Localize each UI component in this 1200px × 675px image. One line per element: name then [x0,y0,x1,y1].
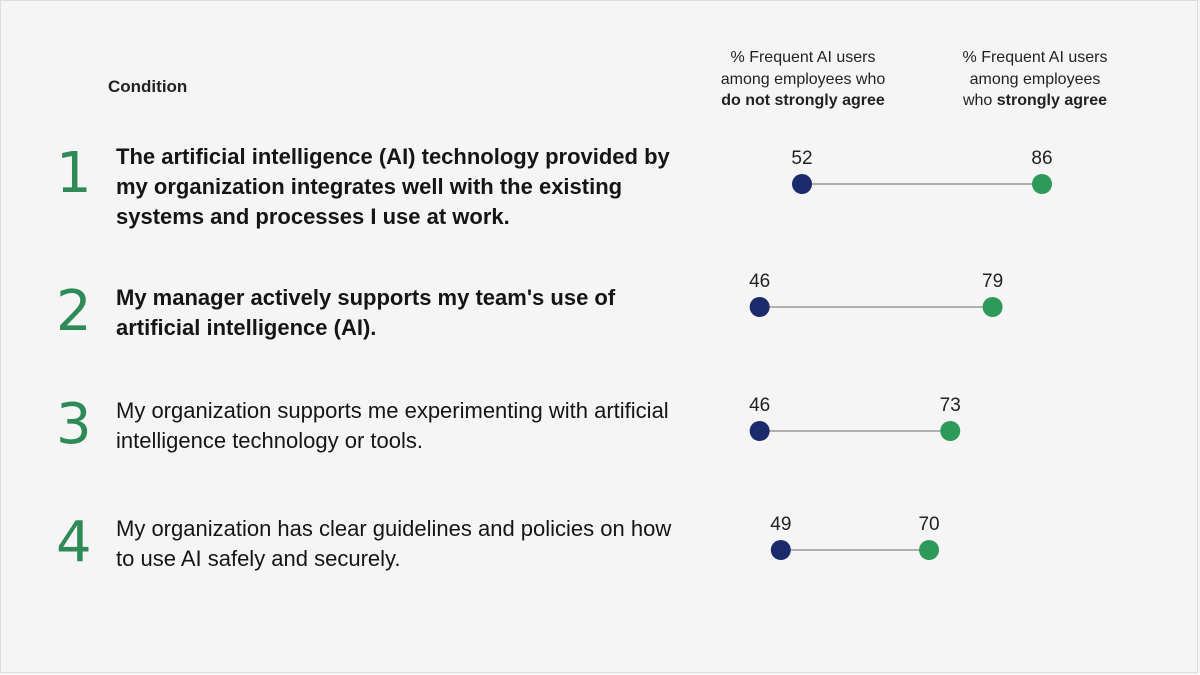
value-label-not-strongly-agree-3: 46 [749,395,770,416]
row-number-4: 4 [56,510,92,575]
value-label-strongly-agree-4: 70 [918,514,939,535]
value-label-strongly-agree-2: 79 [982,271,1003,292]
row-statement-1: The artificial intelligence (AI) technol… [116,144,670,229]
row-number-1: 1 [56,141,92,206]
point-strongly-agree-2 [982,297,1003,317]
column-header-line: among employees [969,70,1101,88]
row-statement-3: My organization supports me experimentin… [116,398,669,453]
point-not-strongly-agree-3 [749,421,770,441]
column-header-strongly-agree: % Frequent AI users among employees who … [930,47,1140,112]
value-label-not-strongly-agree-4: 49 [770,514,791,535]
row-statement-4: My organization has clear guidelines and… [116,516,672,571]
point-not-strongly-agree-2 [749,297,770,317]
value-label-not-strongly-agree-1: 52 [791,148,812,169]
column-header-line: % Frequent AI users [730,49,876,66]
value-label-strongly-agree-3: 73 [940,395,961,416]
column-header-emphasis: strongly agree [996,92,1108,109]
point-strongly-agree-1 [1032,174,1052,194]
row-number-2: 2 [56,279,92,344]
condition-header: Condition [108,77,188,96]
value-label-not-strongly-agree-2: 46 [749,271,770,292]
value-label-strongly-agree-1: 86 [1031,148,1052,169]
row-number-3: 3 [56,392,92,457]
row-statement-2: My manager actively supports my team's u… [116,285,616,340]
point-strongly-agree-3 [940,421,961,441]
column-header-line: among employees who [720,70,886,88]
column-header-prefix: who [962,92,997,109]
column-header-emphasis: do not strongly agree [721,92,885,109]
column-header-line: % Frequent AI users [962,49,1108,66]
point-not-strongly-agree-4 [770,540,791,560]
point-strongly-agree-4 [919,540,940,560]
column-header-not-strongly-agree: % Frequent AI users among employees who … [698,47,908,112]
point-not-strongly-agree-1 [792,174,812,194]
